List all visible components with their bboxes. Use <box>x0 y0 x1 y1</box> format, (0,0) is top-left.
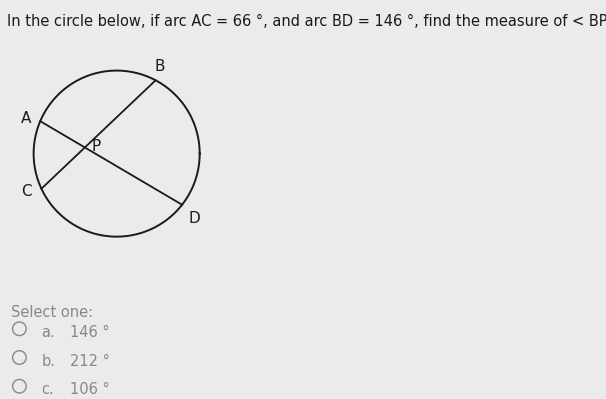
Text: P: P <box>92 139 101 154</box>
Text: In the circle below, if arc AC = 66 °, and arc BD = 146 °, find the measure of <: In the circle below, if arc AC = 66 °, a… <box>7 14 606 29</box>
Text: 212 °: 212 ° <box>70 354 110 369</box>
Text: a.: a. <box>41 325 55 340</box>
Text: Select one:: Select one: <box>11 305 93 320</box>
Text: B: B <box>155 59 165 74</box>
Text: C: C <box>22 184 32 199</box>
Text: 106 °: 106 ° <box>70 382 110 397</box>
Text: c.: c. <box>41 382 54 397</box>
Text: D: D <box>188 211 201 226</box>
Text: 146 °: 146 ° <box>70 325 109 340</box>
Text: b.: b. <box>41 354 55 369</box>
Text: A: A <box>21 111 31 126</box>
